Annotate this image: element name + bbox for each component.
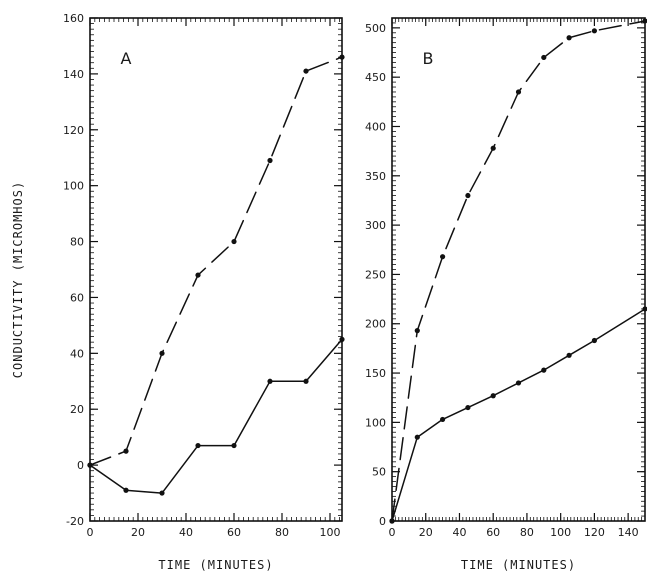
solid-series-point <box>87 462 93 468</box>
solid-series-point <box>515 380 522 386</box>
y-tick-label: 100 <box>63 180 84 193</box>
solid-series-point <box>566 352 572 358</box>
y-tick-label: 300 <box>365 219 386 232</box>
solid-series-point <box>195 442 201 449</box>
solid-series-point <box>642 306 647 312</box>
dashed-series-point <box>267 157 273 164</box>
y-tick-label: 60 <box>70 291 84 304</box>
dashed-series-point <box>195 272 201 278</box>
dashed-series-point <box>515 89 522 95</box>
x-tick-label: 0 <box>389 526 396 539</box>
solid-series-point <box>159 490 165 496</box>
dashed-series-point <box>465 192 471 199</box>
y-tick-label: 100 <box>365 416 386 429</box>
solid-series-point <box>303 378 309 384</box>
dashed-series-point <box>303 68 309 74</box>
y-tick-label: 0 <box>379 515 386 528</box>
solid-series-line <box>89 338 343 494</box>
y-tick-label: 250 <box>365 268 386 281</box>
y-tick-label: 140 <box>63 68 84 81</box>
dashed-series-line <box>391 20 646 522</box>
solid-series-point <box>267 378 273 384</box>
solid-series-point <box>389 518 395 524</box>
solid-series-point <box>591 337 598 344</box>
y-axis-title: CONDUCTIVITY (MICROMHOS) <box>11 181 25 378</box>
dashed-series-point <box>541 54 547 61</box>
panel-label: B <box>423 49 434 68</box>
x-tick-label: 60 <box>227 526 241 539</box>
x-tick-label: 100 <box>550 526 571 539</box>
y-tick-label: 160 <box>63 12 84 25</box>
y-tick-label: 0 <box>77 459 84 472</box>
solid-series-point <box>414 434 420 440</box>
x-tick-label: 40 <box>452 526 466 539</box>
x-tick-label: 80 <box>520 526 534 539</box>
y-tick-label: 50 <box>372 466 386 479</box>
solid-series-point <box>123 487 129 493</box>
x-tick-label: 20 <box>419 526 433 539</box>
y-tick-label: 20 <box>70 403 84 416</box>
solid-series-point <box>541 367 547 373</box>
dashed-series-point <box>414 328 420 334</box>
dashed-series-point <box>123 448 129 454</box>
x-tick-label: 120 <box>584 526 605 539</box>
x-tick-label: 140 <box>618 526 639 539</box>
y-tick-label: -20 <box>66 515 84 528</box>
x-tick-label: 60 <box>486 526 500 539</box>
dashed-series-point <box>642 18 647 24</box>
dashed-series-point <box>566 35 572 41</box>
dashed-series-point <box>159 350 165 356</box>
x-axis-title: TIME (MINUTES) <box>461 558 576 572</box>
x-tick-label: 80 <box>275 526 289 539</box>
dashed-series-point <box>339 54 345 60</box>
dashed-series-point <box>591 28 598 34</box>
solid-series-point <box>465 404 471 411</box>
y-tick-label: 150 <box>365 367 386 380</box>
y-tick-label: 450 <box>365 71 386 84</box>
x-tick-label: 20 <box>131 526 145 539</box>
y-tick-label: 350 <box>365 170 386 183</box>
y-tick-label: 120 <box>63 124 84 137</box>
solid-series-point <box>339 336 345 342</box>
y-tick-label: 200 <box>365 318 386 331</box>
dashed-series-point <box>231 238 237 245</box>
solid-series-line <box>391 308 646 522</box>
chart-panel-b: 0 20 40 60 80 100 120 140 0 50 100 150 200 250 300 350 4… <box>365 17 647 572</box>
dashed-series-point <box>490 145 496 151</box>
panel-label: A <box>121 49 132 68</box>
dashed-series-line <box>89 56 343 466</box>
y-tick-label: 80 <box>70 236 84 249</box>
solid-series-point <box>231 442 237 449</box>
solid-series-point <box>440 416 446 423</box>
y-tick-label: 400 <box>365 120 386 133</box>
chart-panel-a: 0 20 40 60 80 100-20020406080100120140160ATIM… <box>63 12 345 572</box>
x-tick-label: 100 <box>320 526 341 539</box>
y-tick-label: 40 <box>70 347 84 360</box>
y-tick-label: 500 <box>365 22 386 35</box>
solid-series-point <box>490 393 496 399</box>
x-tick-label: 40 <box>179 526 193 539</box>
dashed-series-point <box>440 254 446 260</box>
x-axis-title: TIME (MINUTES) <box>158 558 273 572</box>
x-tick-label: 0 <box>87 526 94 539</box>
